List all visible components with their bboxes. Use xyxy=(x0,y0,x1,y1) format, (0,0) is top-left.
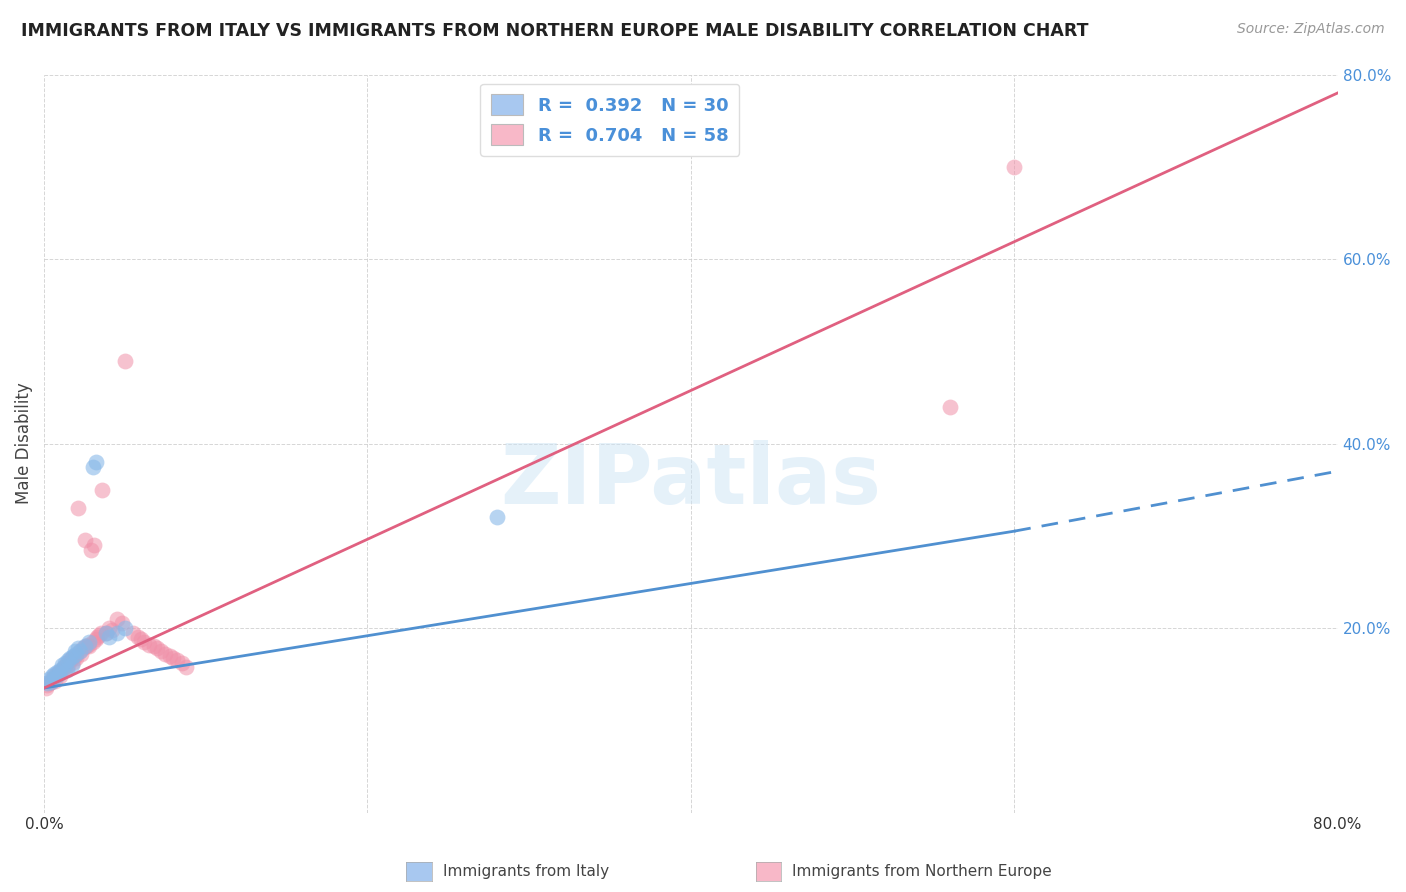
Point xyxy=(76,638,98,652)
Point xyxy=(105,612,128,626)
Point xyxy=(58,657,80,672)
Point xyxy=(138,638,160,652)
Point xyxy=(114,353,136,368)
Point xyxy=(134,635,156,649)
Point xyxy=(73,640,96,654)
Point xyxy=(62,648,84,663)
Point xyxy=(42,669,65,683)
Point xyxy=(37,678,59,692)
Point xyxy=(69,644,91,658)
Y-axis label: Male Disability: Male Disability xyxy=(15,383,32,504)
Text: Immigrants from Italy: Immigrants from Italy xyxy=(443,864,609,879)
Point xyxy=(75,640,97,654)
Point xyxy=(83,538,105,552)
Point xyxy=(938,400,960,414)
Point xyxy=(62,655,84,669)
Point xyxy=(84,455,107,469)
Point xyxy=(176,660,198,674)
Point xyxy=(69,644,91,658)
Point xyxy=(49,663,72,677)
Point xyxy=(82,635,104,649)
Point xyxy=(42,667,65,681)
Point xyxy=(52,660,75,674)
Point xyxy=(166,653,188,667)
Point xyxy=(67,501,90,516)
Point xyxy=(155,647,177,661)
Point xyxy=(58,653,80,667)
Point xyxy=(60,657,83,672)
Point xyxy=(114,621,136,635)
Point xyxy=(48,667,70,681)
Point xyxy=(44,670,66,684)
Point xyxy=(101,623,124,637)
Point xyxy=(91,483,114,497)
Point xyxy=(129,632,152,646)
Point xyxy=(159,648,181,663)
Point xyxy=(80,542,103,557)
Point xyxy=(73,533,96,548)
Point xyxy=(55,656,77,670)
Point xyxy=(38,672,60,686)
Point xyxy=(35,681,58,695)
Point xyxy=(51,657,73,672)
Point xyxy=(46,667,69,681)
Point xyxy=(65,650,87,665)
Point xyxy=(70,647,93,661)
Point xyxy=(39,674,62,689)
Point xyxy=(55,663,77,677)
Point xyxy=(111,616,134,631)
Point xyxy=(162,650,184,665)
Point xyxy=(59,650,82,665)
Point xyxy=(49,669,72,683)
Point xyxy=(105,625,128,640)
Point xyxy=(46,665,69,680)
Point xyxy=(52,660,75,674)
Point xyxy=(86,630,108,644)
Point xyxy=(170,656,193,670)
Point xyxy=(79,640,101,654)
Point xyxy=(63,644,86,658)
Point xyxy=(63,648,86,663)
Point xyxy=(97,621,120,635)
Point xyxy=(143,640,166,654)
Point xyxy=(65,647,87,661)
Point xyxy=(41,669,63,683)
Point xyxy=(41,672,63,686)
Point xyxy=(60,650,83,665)
Point xyxy=(37,676,59,690)
Point xyxy=(1002,160,1025,174)
Point xyxy=(59,653,82,667)
Point xyxy=(127,630,149,644)
Point xyxy=(146,641,169,656)
Point xyxy=(53,663,76,677)
Text: ZIPatlas: ZIPatlas xyxy=(501,440,882,521)
Legend: R =  0.392   N = 30, R =  0.704   N = 58: R = 0.392 N = 30, R = 0.704 N = 58 xyxy=(479,84,740,156)
Point xyxy=(53,656,76,670)
Point xyxy=(39,674,62,689)
Point xyxy=(72,641,94,656)
Point xyxy=(79,635,101,649)
Point xyxy=(51,663,73,677)
Text: Source: ZipAtlas.com: Source: ZipAtlas.com xyxy=(1237,22,1385,37)
Point xyxy=(84,632,107,646)
Text: IMMIGRANTS FROM ITALY VS IMMIGRANTS FROM NORTHERN EUROPE MALE DISABILITY CORRELA: IMMIGRANTS FROM ITALY VS IMMIGRANTS FROM… xyxy=(21,22,1088,40)
Point xyxy=(87,628,110,642)
Point xyxy=(38,676,60,690)
Text: Immigrants from Northern Europe: Immigrants from Northern Europe xyxy=(792,864,1052,879)
Point xyxy=(97,630,120,644)
Point xyxy=(82,459,104,474)
Point xyxy=(94,625,117,640)
Point xyxy=(44,673,66,688)
Point xyxy=(149,644,172,658)
Point xyxy=(48,665,70,680)
Point xyxy=(67,641,90,656)
Point xyxy=(485,510,508,524)
Point xyxy=(90,625,112,640)
Point xyxy=(122,625,145,640)
Point xyxy=(94,625,117,640)
